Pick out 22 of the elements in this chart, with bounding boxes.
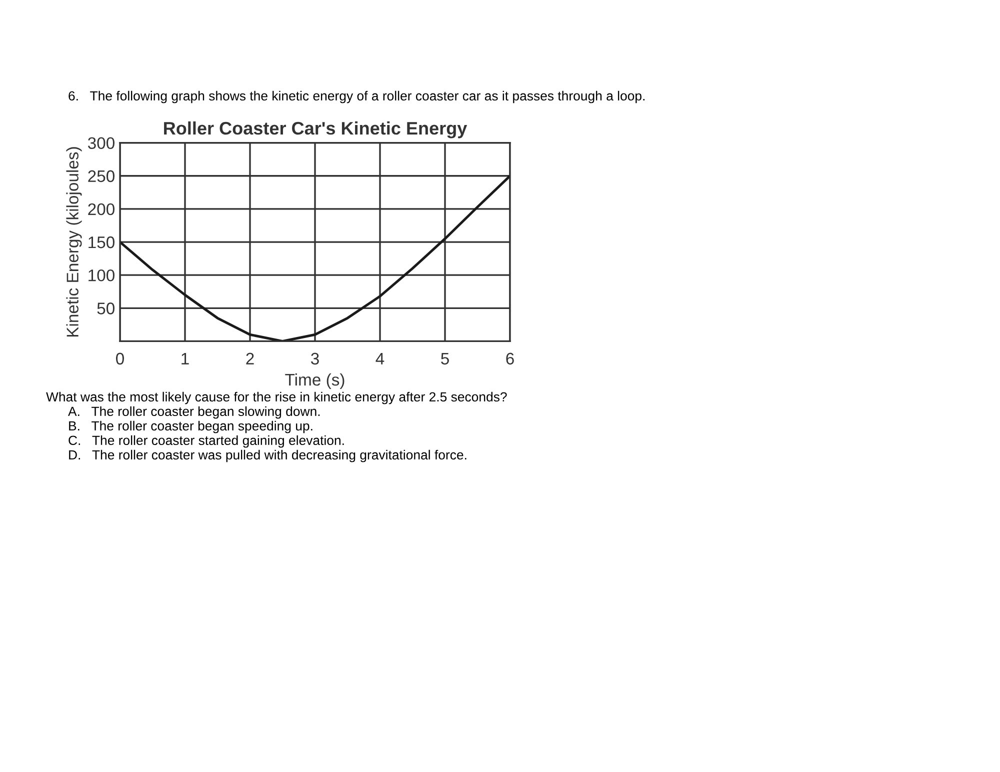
x-tick-label: 4 [376, 352, 384, 364]
x-tick-label: 5 [441, 352, 449, 365]
x-tick-label: 2 [246, 352, 254, 364]
y-tick-label: 200 [88, 203, 114, 216]
x-tick-label: 0 [116, 352, 124, 365]
text: A. The roller coaster began slowing down. [68, 406, 320, 419]
chart-title: Roller Coaster Car's Kinetic Energy [164, 121, 468, 138]
y-tick-label: 150 [88, 236, 114, 248]
x-axis-title: Time (s) [285, 373, 344, 389]
x-tick-label: 3 [311, 352, 319, 365]
y-axis-title: Kinetic Energy (kilojoules) [66, 147, 82, 337]
y-tick-label: 50 [97, 302, 114, 314]
text: What was the most likely cause for the rise in kinetic energy after 2.5 seconds? [46, 392, 507, 404]
y-tick-label: 300 [88, 137, 114, 150]
text: C. The roller coaster started gaining elevation. [68, 435, 344, 448]
text: 6. The following graph shows the kinetic energy of a roller coaster car as it passes through a loop. [68, 90, 644, 104]
text: D. The roller coaster was pulled with decreasing gravitational force. [69, 450, 466, 462]
x-tick-label: 1 [182, 352, 189, 364]
y-tick-label: 100 [88, 269, 114, 282]
y-tick-label: 250 [88, 170, 114, 182]
text: B. The roller coaster began speeding up. [69, 420, 312, 434]
x-tick-label: 6 [506, 352, 514, 365]
